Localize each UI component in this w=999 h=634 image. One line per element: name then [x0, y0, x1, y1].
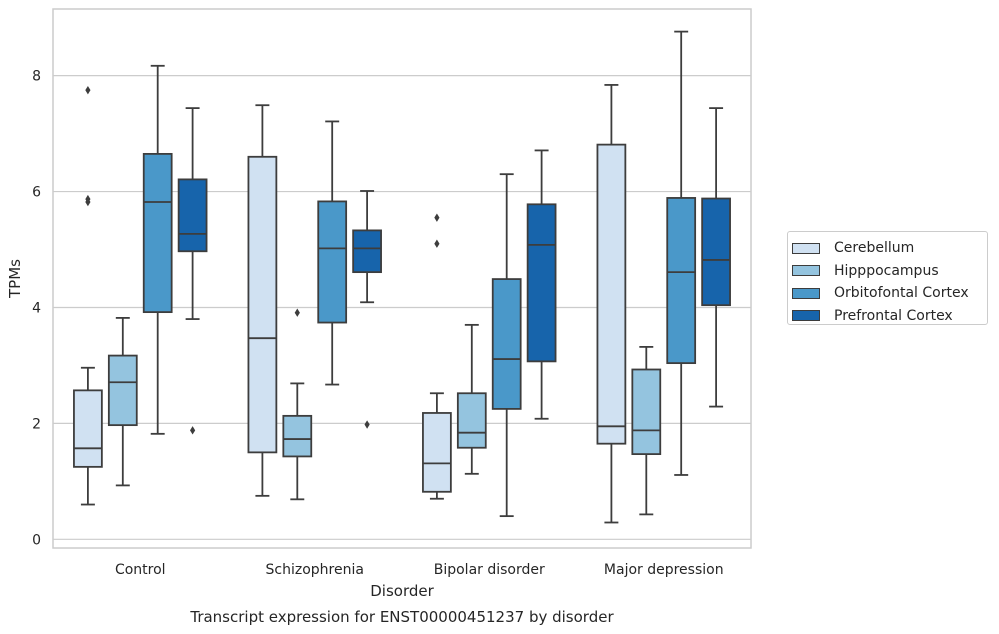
box-bipolar-disorder-cerebellum-outlier-0	[434, 213, 440, 222]
box-bipolar-disorder-hipppocampus-iqr	[456, 392, 487, 449]
legend-item-prefrontal-cortex[interactable]: Prefrontal Cortex	[792, 305, 987, 328]
y-tick-label-6: 6	[32, 185, 41, 201]
legend-item-orbitofrontal-cortex[interactable]: Orbitofontal Cortex	[792, 282, 987, 305]
x-tick-label-major-depression: Major depression	[604, 562, 724, 578]
box-schizophrenia-prefrontal-cortex-outlier-0	[364, 420, 370, 429]
legend-label-prefrontal-cortex: Prefrontal Cortex	[834, 307, 953, 324]
box-bipolar-disorder-cerebellum-iqr	[422, 412, 452, 493]
box-control-prefrontal-cortex	[177, 107, 208, 435]
y-tick-label-0: 0	[32, 532, 41, 548]
box-major-depression-orbitofontal-cortex-iqr	[666, 197, 697, 365]
box-schizophrenia-cerebellum	[247, 104, 278, 497]
box-control-orbitofontal-cortex	[142, 64, 173, 435]
box-major-depression-cerebellum	[596, 84, 627, 524]
legend-swatch-prefrontal-cortex	[792, 310, 820, 322]
legend-item-cerebellum[interactable]: Cerebellum	[792, 237, 987, 260]
box-bipolar-disorder-cerebellum-outlier-1	[434, 239, 440, 248]
x-axis-label: Disorder	[370, 582, 434, 600]
box-bipolar-disorder-cerebellum	[422, 213, 452, 500]
box-bipolar-disorder-orbitofontal-cortex	[491, 173, 522, 518]
box-bipolar-disorder-orbitofontal-cortex-iqr	[491, 278, 522, 410]
box-major-depression-prefrontal-cortex-iqr	[701, 197, 731, 307]
legend-label-orbitofrontal-cortex: Orbitofontal Cortex	[834, 285, 969, 302]
box-control-hipppocampus-iqr	[107, 354, 138, 427]
box-schizophrenia-hipppocampus-outlier-0	[294, 308, 300, 317]
chart-caption: Transcript expression for ENST0000045123…	[189, 608, 614, 626]
legend-swatch-orbitofrontal-cortex	[792, 287, 820, 299]
box-schizophrenia-orbitofontal-cortex-iqr	[317, 200, 348, 324]
box-major-depression-orbitofontal-cortex	[666, 30, 697, 476]
box-bipolar-disorder-prefrontal-cortex-iqr	[526, 203, 557, 363]
box-schizophrenia-hipppocampus	[282, 308, 313, 501]
boxes	[73, 30, 731, 524]
box-control-orbitofontal-cortex-iqr	[142, 152, 173, 314]
box-schizophrenia-prefrontal-cortex-iqr	[352, 229, 382, 274]
box-control-cerebellum	[73, 85, 103, 506]
box-major-depression-cerebellum-iqr	[596, 143, 627, 445]
y-axis-label: TPMs	[6, 259, 24, 299]
x-tick-labels: Control Schizophrenia Bipolar disorder Majo…	[115, 562, 724, 578]
x-tick-label-bipolar-disorder: Bipolar disorder	[434, 562, 545, 578]
legend-swatch-cerebellum	[792, 242, 820, 254]
legend: Cerebellum Hipppocampus Orbitofontal Cor…	[787, 231, 988, 325]
plot-area-frame	[52, 8, 752, 549]
box-schizophrenia-orbitofontal-cortex	[317, 120, 348, 386]
legend-swatch-hippocampus	[792, 265, 820, 277]
y-tick-labels: 0 2 4 6 8	[32, 69, 41, 549]
legend-label-hippocampus: Hipppocampus	[834, 262, 939, 279]
box-bipolar-disorder-prefrontal-cortex	[526, 149, 557, 420]
box-schizophrenia-hipppocampus-iqr	[282, 414, 313, 458]
y-tick-label-8: 8	[32, 69, 41, 85]
box-control-prefrontal-cortex-iqr	[177, 178, 208, 253]
x-tick-label-control: Control	[115, 562, 166, 578]
box-control-prefrontal-cortex-outlier-0	[190, 426, 196, 435]
legend-label-cerebellum: Cerebellum	[834, 240, 915, 257]
box-control-cerebellum-iqr	[73, 389, 103, 468]
y-tick-label-4: 4	[32, 300, 41, 316]
legend-item-hippocampus[interactable]: Hipppocampus	[792, 260, 987, 283]
x-tick-label-schizophrenia: Schizophrenia	[266, 562, 364, 578]
box-control-cerebellum-outlier-2	[85, 197, 91, 207]
box-control-hipppocampus	[107, 317, 138, 487]
box-schizophrenia-prefrontal-cortex	[352, 190, 382, 429]
box-major-depression-prefrontal-cortex	[701, 107, 731, 408]
y-tick-label-2: 2	[32, 416, 41, 432]
box-control-cerebellum-outlier-0	[85, 85, 91, 95]
box-major-depression-hipppocampus	[631, 345, 662, 516]
box-major-depression-hipppocampus-iqr	[631, 368, 662, 456]
box-bipolar-disorder-hipppocampus	[456, 323, 487, 475]
box-schizophrenia-cerebellum-iqr	[247, 155, 278, 454]
